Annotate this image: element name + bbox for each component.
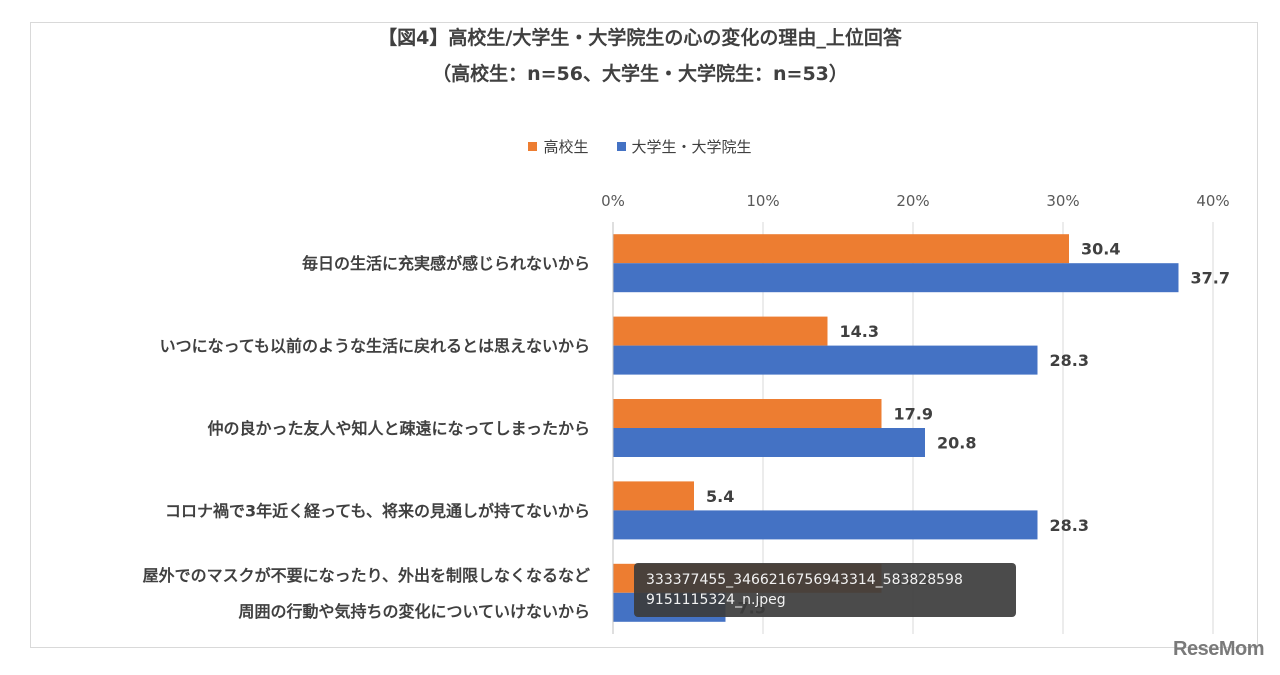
data-label: 14.3 <box>840 322 879 341</box>
category-label: いつになっても以前のような生活に戻れるとは思えないから <box>160 337 590 356</box>
category-label: コロナ禍で3年近く経っても、将来の見通しが持てないから <box>165 501 590 520</box>
legend: 高校生 大学生・大学院生 <box>0 136 1280 157</box>
data-label: 20.8 <box>937 434 976 453</box>
bar <box>613 481 694 511</box>
chart-title-line1: 【図4】高校生/大学生・大学院生の心の変化の理由_上位回答 <box>378 27 902 49</box>
bar <box>613 234 1069 264</box>
bar <box>613 316 828 346</box>
x-tick-label: 20% <box>896 192 929 210</box>
category-label: 周囲の行動や気持ちの変化についていけないから <box>238 602 590 621</box>
bar <box>613 263 1179 293</box>
chart-title: 【図4】高校生/大学生・大学院生の心の変化の理由_上位回答 （高校生：n=56、… <box>0 20 1280 92</box>
data-label: 28.3 <box>1050 516 1089 535</box>
legend-item-high-school: 高校生 <box>528 136 589 157</box>
data-label: 30.4 <box>1081 240 1120 259</box>
x-tick-label: 40% <box>1196 192 1229 210</box>
tooltip-line2: 9151115324_n.jpeg <box>646 592 786 608</box>
bar <box>613 510 1038 540</box>
data-label: 37.7 <box>1191 269 1230 288</box>
brand-logo: ReseMom <box>1173 638 1264 660</box>
chart-title-line2: （高校生：n=56、大学生・大学院生：n=53） <box>432 63 848 85</box>
category-label: 仲の良かった友人や知人と疎遠になってしまったから <box>207 419 590 438</box>
legend-label-high-school: 高校生 <box>543 138 589 156</box>
data-label: 17.9 <box>894 405 933 424</box>
bar <box>613 399 882 428</box>
data-label: 5.4 <box>706 487 734 506</box>
category-label: 毎日の生活に充実感が感じられないから <box>302 254 590 273</box>
legend-label-university: 大学生・大学院生 <box>631 138 752 156</box>
x-tick-label: 0% <box>601 192 625 210</box>
legend-swatch-university <box>616 142 626 151</box>
tooltip-line1: 333377455_3466216756943314_583828598 <box>646 572 963 588</box>
legend-item-university: 大学生・大学院生 <box>616 136 752 157</box>
x-tick-label: 10% <box>746 192 779 210</box>
category-label: 屋外でのマスクが不要になったり、外出を制限しなくなるなど <box>143 566 590 585</box>
data-label: 28.3 <box>1050 351 1089 370</box>
bar <box>613 428 925 457</box>
bar <box>613 345 1038 375</box>
x-tick-label: 30% <box>1046 192 1079 210</box>
legend-swatch-high-school <box>528 142 538 151</box>
filename-tooltip: 333377455_3466216756943314_583828598 915… <box>634 563 1016 617</box>
